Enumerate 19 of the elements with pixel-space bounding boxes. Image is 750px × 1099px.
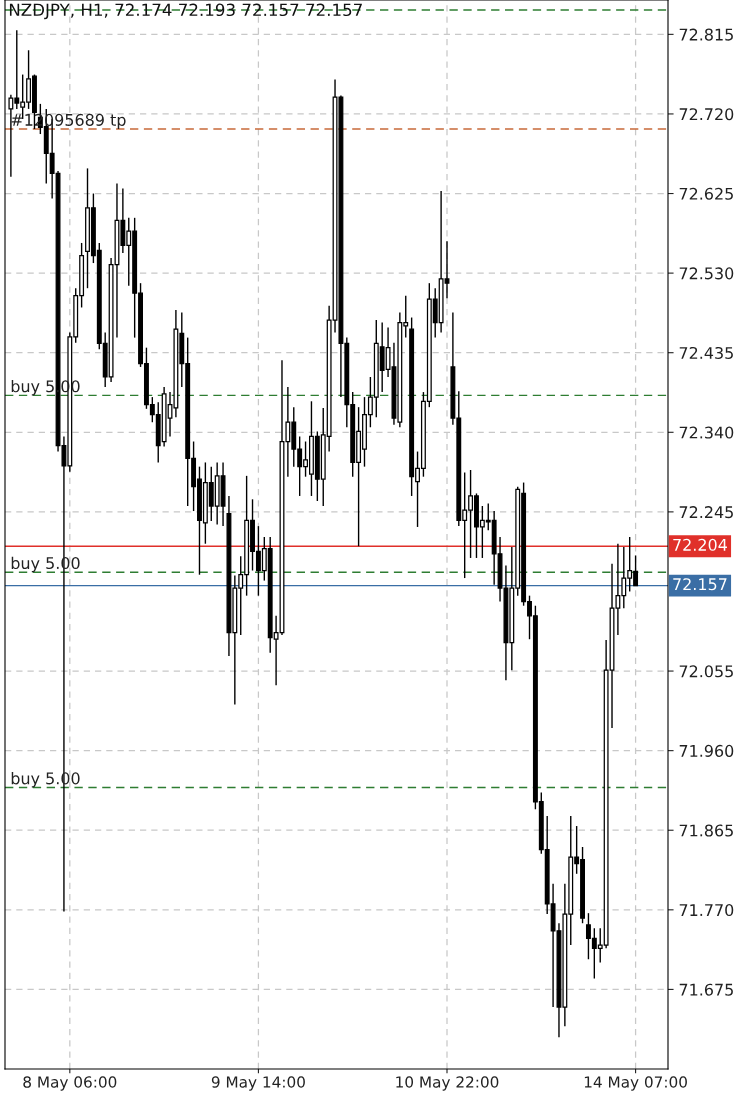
y-tick-label: 71.770 <box>679 904 734 917</box>
y-tick-label: 72.530 <box>679 267 734 280</box>
y-tick-label: 72.625 <box>679 187 733 200</box>
ref-line-label: 72.204 <box>673 538 727 551</box>
y-tick-label: 71.960 <box>679 744 734 757</box>
ref-line-label: 72.157 <box>673 578 727 591</box>
chart-title: NZDJPY, H1, 72.174 72.193 72.157 72.157 <box>9 3 362 20</box>
x-tick-label: 9 May 14:00 <box>211 1076 305 1091</box>
y-tick-label: 72.340 <box>679 426 734 439</box>
y-tick-label: 72.435 <box>679 346 733 359</box>
y-tick-label: 72.815 <box>679 28 733 41</box>
x-tick-label: 8 May 06:00 <box>23 1076 117 1091</box>
x-tick-label: 10 May 22:00 <box>396 1076 499 1091</box>
y-tick-label: 72.055 <box>679 665 733 678</box>
x-tick-label: 14 May 07:00 <box>584 1076 687 1091</box>
y-tick-label: 72.245 <box>679 506 733 519</box>
y-tick-label: 71.675 <box>679 983 733 996</box>
y-tick-label: 72.720 <box>679 108 734 121</box>
y-tick-label: 71.865 <box>679 824 733 837</box>
